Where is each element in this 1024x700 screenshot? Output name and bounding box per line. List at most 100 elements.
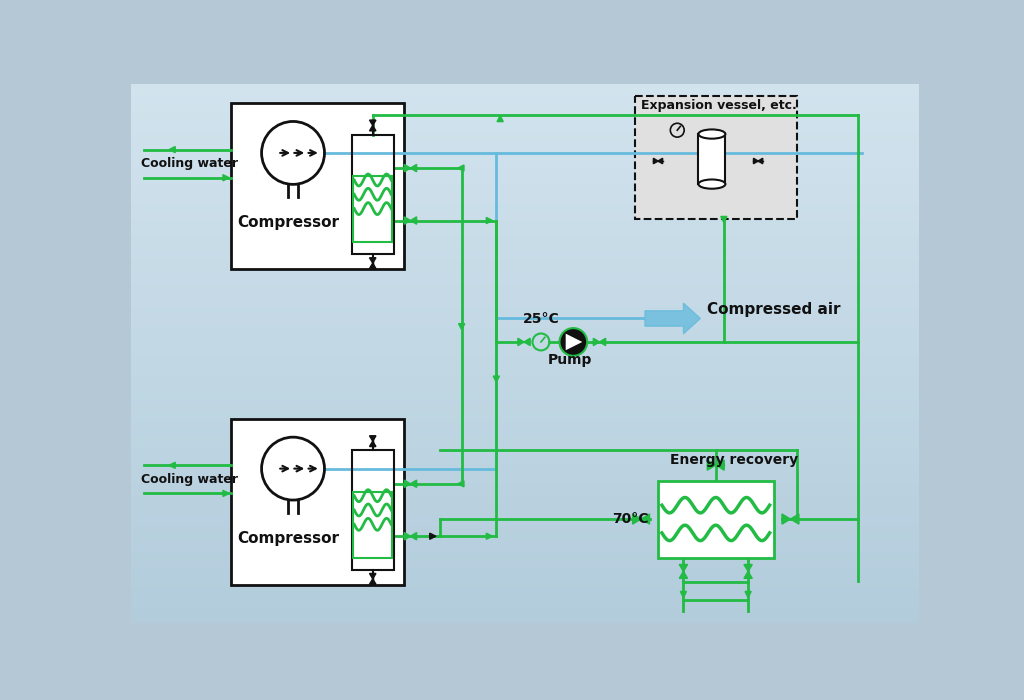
- Bar: [131, 616, 920, 620]
- Bar: [131, 206, 920, 211]
- Bar: [131, 192, 920, 196]
- Bar: [131, 480, 920, 484]
- Text: Cooling water: Cooling water: [140, 158, 238, 170]
- Bar: [131, 242, 920, 246]
- Bar: [131, 440, 920, 444]
- Bar: [131, 84, 920, 88]
- Bar: [131, 127, 920, 132]
- Bar: [131, 566, 920, 570]
- Bar: [131, 400, 920, 405]
- Bar: [131, 569, 920, 573]
- Bar: [353, 492, 392, 558]
- Polygon shape: [708, 460, 716, 470]
- Bar: [131, 318, 920, 322]
- Bar: [131, 202, 920, 207]
- Bar: [131, 153, 920, 157]
- Polygon shape: [716, 460, 724, 470]
- Bar: [131, 354, 920, 358]
- Bar: [131, 476, 920, 480]
- Bar: [131, 533, 920, 538]
- Bar: [230, 419, 403, 584]
- Bar: [131, 594, 920, 598]
- Bar: [131, 99, 920, 103]
- Bar: [131, 526, 920, 531]
- Circle shape: [559, 328, 587, 356]
- Bar: [131, 188, 920, 193]
- Bar: [131, 332, 920, 336]
- Bar: [131, 598, 920, 602]
- Bar: [131, 314, 920, 318]
- Bar: [131, 418, 920, 423]
- Polygon shape: [679, 571, 687, 578]
- Bar: [131, 109, 920, 113]
- Bar: [131, 497, 920, 502]
- Polygon shape: [370, 258, 376, 263]
- Bar: [131, 397, 920, 401]
- Bar: [131, 174, 920, 178]
- Bar: [131, 343, 920, 347]
- Polygon shape: [370, 436, 376, 441]
- Polygon shape: [782, 514, 791, 524]
- Bar: [131, 360, 920, 365]
- Polygon shape: [680, 592, 686, 598]
- Bar: [131, 264, 920, 268]
- Bar: [131, 88, 920, 92]
- Polygon shape: [458, 481, 464, 487]
- Polygon shape: [486, 218, 493, 223]
- Polygon shape: [565, 334, 583, 350]
- Polygon shape: [223, 491, 229, 496]
- Bar: [131, 163, 920, 167]
- Polygon shape: [744, 571, 753, 578]
- Polygon shape: [497, 116, 503, 122]
- Bar: [131, 576, 920, 581]
- Ellipse shape: [698, 179, 725, 189]
- Bar: [131, 547, 920, 552]
- Bar: [131, 465, 920, 469]
- Polygon shape: [370, 441, 376, 447]
- Bar: [131, 281, 920, 286]
- Polygon shape: [658, 158, 663, 164]
- Bar: [131, 612, 920, 617]
- Polygon shape: [370, 125, 376, 131]
- Polygon shape: [370, 573, 376, 579]
- Bar: [131, 554, 920, 559]
- Bar: [131, 443, 920, 448]
- Text: Compressor: Compressor: [237, 215, 339, 230]
- Bar: [131, 310, 920, 315]
- Bar: [131, 177, 920, 182]
- Bar: [131, 274, 920, 279]
- Bar: [131, 368, 920, 372]
- Bar: [131, 573, 920, 577]
- Bar: [131, 429, 920, 433]
- Bar: [131, 620, 920, 624]
- Bar: [131, 285, 920, 290]
- Polygon shape: [370, 263, 376, 269]
- Bar: [131, 106, 920, 110]
- Bar: [131, 303, 920, 307]
- Polygon shape: [679, 564, 687, 571]
- Bar: [131, 131, 920, 135]
- Polygon shape: [721, 216, 727, 223]
- Bar: [131, 253, 920, 258]
- Polygon shape: [370, 120, 376, 125]
- Bar: [658, 480, 773, 557]
- Bar: [131, 346, 920, 351]
- Bar: [131, 562, 920, 566]
- Bar: [131, 414, 920, 419]
- Bar: [230, 103, 403, 269]
- Bar: [131, 436, 920, 440]
- Text: 25°C: 25°C: [523, 312, 560, 326]
- Polygon shape: [430, 533, 436, 539]
- Polygon shape: [518, 338, 524, 346]
- Bar: [131, 587, 920, 592]
- Bar: [131, 375, 920, 379]
- Bar: [131, 120, 920, 125]
- Bar: [131, 210, 920, 214]
- Bar: [131, 167, 920, 171]
- Bar: [131, 148, 920, 153]
- Polygon shape: [653, 158, 658, 164]
- Bar: [131, 500, 920, 505]
- Bar: [131, 494, 920, 498]
- Bar: [131, 422, 920, 426]
- Bar: [131, 102, 920, 106]
